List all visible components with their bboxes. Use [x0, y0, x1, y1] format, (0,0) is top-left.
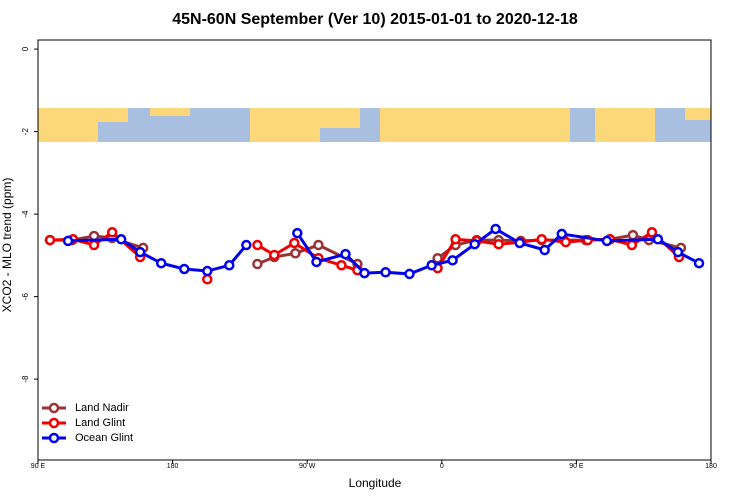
data-point: [155, 257, 167, 269]
data-point: [115, 234, 127, 245]
x-tick-label: 180: [705, 463, 717, 470]
legend-label: Ocean Glint: [75, 432, 133, 444]
data-point: [252, 258, 263, 270]
data-point: [536, 234, 547, 245]
data-point: [469, 238, 480, 250]
data-point: [340, 248, 351, 260]
data-point: [290, 248, 301, 259]
data-point: [62, 235, 74, 247]
legend-label: Land Nadir: [75, 402, 129, 414]
x-tick-label: 180: [167, 463, 179, 470]
data-point: [88, 239, 100, 251]
x-tick-label: 90 E: [569, 463, 584, 470]
data-point: [626, 239, 638, 251]
data-point: [336, 260, 347, 271]
data-point: [292, 227, 303, 239]
data-point: [693, 257, 705, 269]
data-point: [313, 239, 324, 251]
data-point: [224, 260, 235, 271]
legend-marker: [48, 402, 60, 414]
data-point: [601, 235, 613, 247]
data-point: [202, 274, 213, 285]
y-tick-label: -8: [21, 375, 30, 383]
data-point: [447, 255, 458, 266]
x-tick-label: 90 E: [31, 463, 46, 470]
data-point: [252, 239, 263, 251]
data-point: [380, 267, 391, 278]
data-point: [359, 267, 370, 279]
x-tick-label: 0: [440, 463, 444, 470]
data-point: [311, 256, 322, 268]
data-point: [627, 229, 639, 241]
data-point: [450, 234, 461, 245]
data-point: [202, 265, 213, 277]
x-tick-label: 90 W: [299, 463, 316, 470]
data-point: [106, 227, 118, 238]
data-point: [652, 234, 664, 245]
data-point: [556, 228, 567, 240]
y-axis-label: XCO2 - MLO trend (ppm): [0, 178, 14, 313]
chart-title: 45N-60N September (Ver 10) 2015-01-01 to…: [172, 11, 578, 28]
data-point: [560, 236, 572, 248]
map-band: [38, 108, 711, 142]
data-point: [432, 253, 443, 264]
x-axis-label: Longitude: [349, 476, 402, 490]
legend-marker: [48, 432, 60, 444]
data-point: [490, 223, 501, 235]
data-point: [269, 249, 280, 261]
data-point: [134, 246, 146, 258]
y-tick-label: -6: [21, 293, 30, 301]
data-point: [404, 268, 415, 280]
legend-marker: [48, 417, 60, 429]
data-point: [493, 238, 504, 250]
data-point: [646, 227, 658, 238]
data-point: [672, 246, 684, 258]
y-tick-label: -2: [21, 127, 30, 135]
legend-label: Land Glint: [75, 417, 125, 429]
data-point: [44, 234, 56, 246]
y-tick-label: 0: [21, 46, 30, 51]
data-point: [179, 263, 190, 275]
data-point: [426, 260, 437, 271]
data-point: [514, 237, 525, 249]
data-point: [241, 239, 252, 251]
data-point: [289, 237, 300, 249]
y-tick-label: -4: [21, 210, 30, 218]
plot-frame: [37, 39, 712, 461]
data-point: [539, 244, 550, 256]
